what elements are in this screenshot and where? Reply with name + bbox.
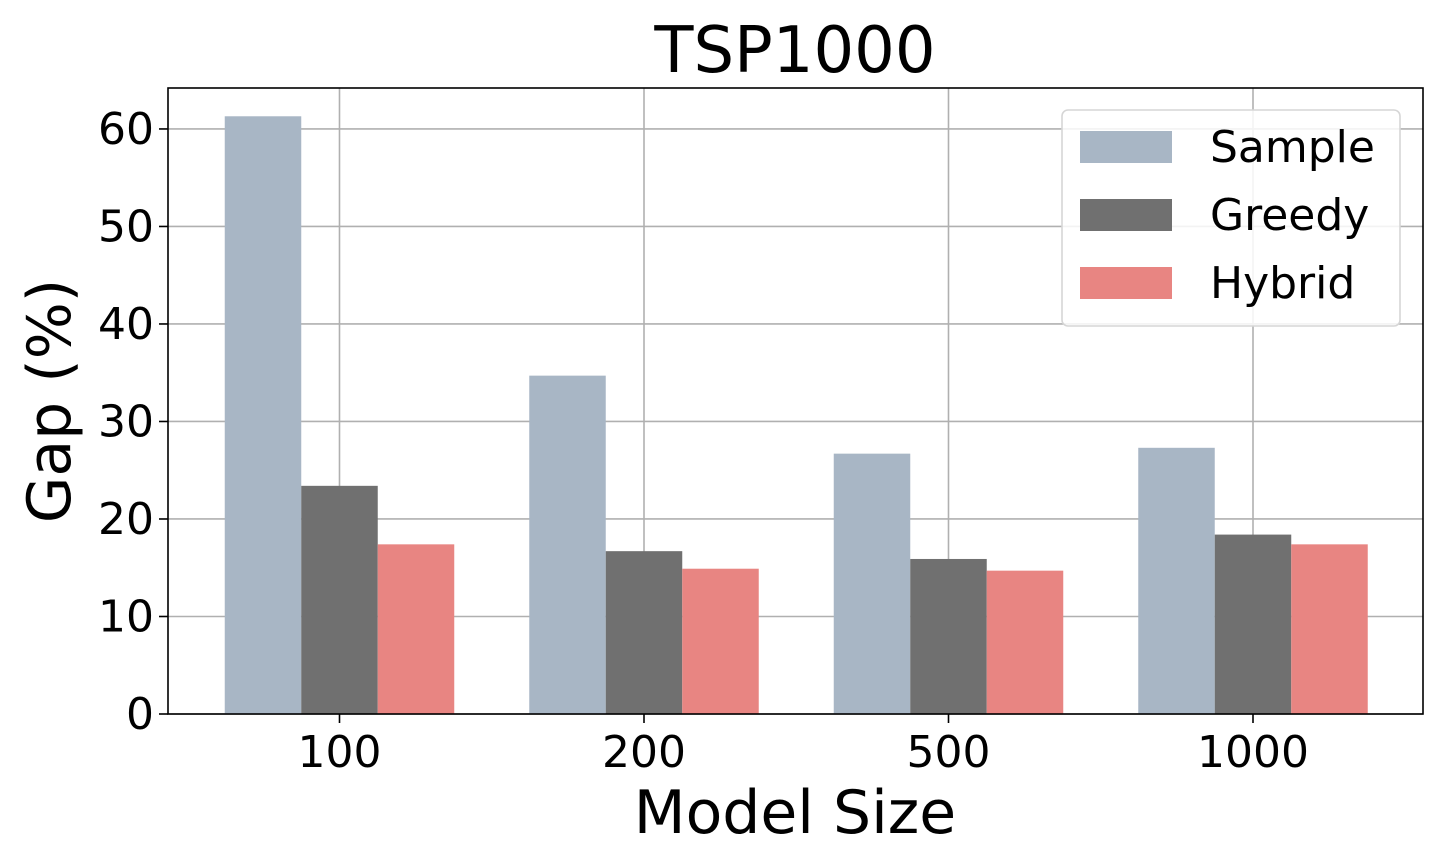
- y-axis-ticks: 0 10 20 30 40 50 60: [98, 104, 168, 740]
- legend-label-hybrid: Hybrid: [1210, 258, 1355, 309]
- legend: Sample Greedy Hybrid: [1061, 109, 1401, 327]
- x-axis-label: Model Size: [634, 778, 956, 848]
- y-tick-label: 30: [98, 396, 154, 447]
- bar-greedy-1000: [1214, 534, 1292, 714]
- bar-sample-1000: [1138, 447, 1215, 714]
- chart-title: TSP1000: [653, 14, 935, 88]
- y-tick-label: 20: [98, 494, 154, 545]
- x-axis-ticks: 100 200 500 1000: [298, 714, 1309, 778]
- y-tick-label: 50: [98, 201, 154, 252]
- bars: [224, 116, 1368, 714]
- bar-hybrid-100: [377, 544, 455, 714]
- plot-frame: [167, 87, 1424, 715]
- x-tick-label: 100: [298, 727, 382, 778]
- x-tick-label: 200: [602, 727, 686, 778]
- bar-sample-200: [529, 375, 606, 714]
- bar-hybrid-200: [682, 568, 759, 714]
- bar-greedy-200: [605, 551, 683, 714]
- y-axis-label: Gap (%): [15, 279, 85, 523]
- bar-greedy-500: [910, 558, 987, 714]
- legend-swatch-greedy: [1080, 199, 1172, 231]
- bar-greedy-100: [301, 485, 378, 714]
- y-tick-label: 10: [98, 591, 154, 642]
- bar-sample-100: [224, 116, 302, 714]
- y-tick-label: 40: [98, 299, 154, 350]
- y-tick-label: 60: [98, 104, 154, 155]
- bar-hybrid-1000: [1291, 544, 1368, 714]
- bar-hybrid-500: [986, 570, 1064, 714]
- y-tick-label: 0: [126, 689, 154, 740]
- legend-label-sample: Sample: [1210, 122, 1375, 173]
- x-tick-label: 500: [907, 727, 991, 778]
- legend-swatch-hybrid: [1080, 267, 1172, 299]
- x-tick-label: 1000: [1197, 727, 1309, 778]
- legend-swatch-sample: [1080, 131, 1172, 163]
- legend-label-greedy: Greedy: [1210, 190, 1369, 241]
- bar-sample-500: [833, 453, 911, 714]
